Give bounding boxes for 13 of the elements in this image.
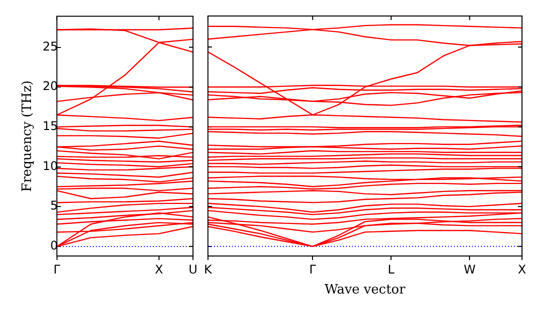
x-tick-label: K — [204, 262, 213, 276]
x-tick-label: W — [464, 262, 476, 276]
x-axis-title: Wave vector — [324, 282, 406, 298]
x-tick-label: Γ — [54, 262, 61, 276]
x-tick-label: L — [388, 262, 395, 276]
y-tick-label: 25 — [42, 39, 58, 54]
x-tick-label: X — [154, 262, 164, 276]
y-axis-title: Frequency (THz) — [20, 80, 36, 192]
x-tick-label: U — [188, 262, 198, 276]
y-tick-label: 5 — [50, 198, 58, 213]
y-tick-label: 15 — [42, 119, 58, 134]
x-tick-label: Γ — [309, 262, 316, 276]
x-tick-label: X — [518, 262, 526, 276]
